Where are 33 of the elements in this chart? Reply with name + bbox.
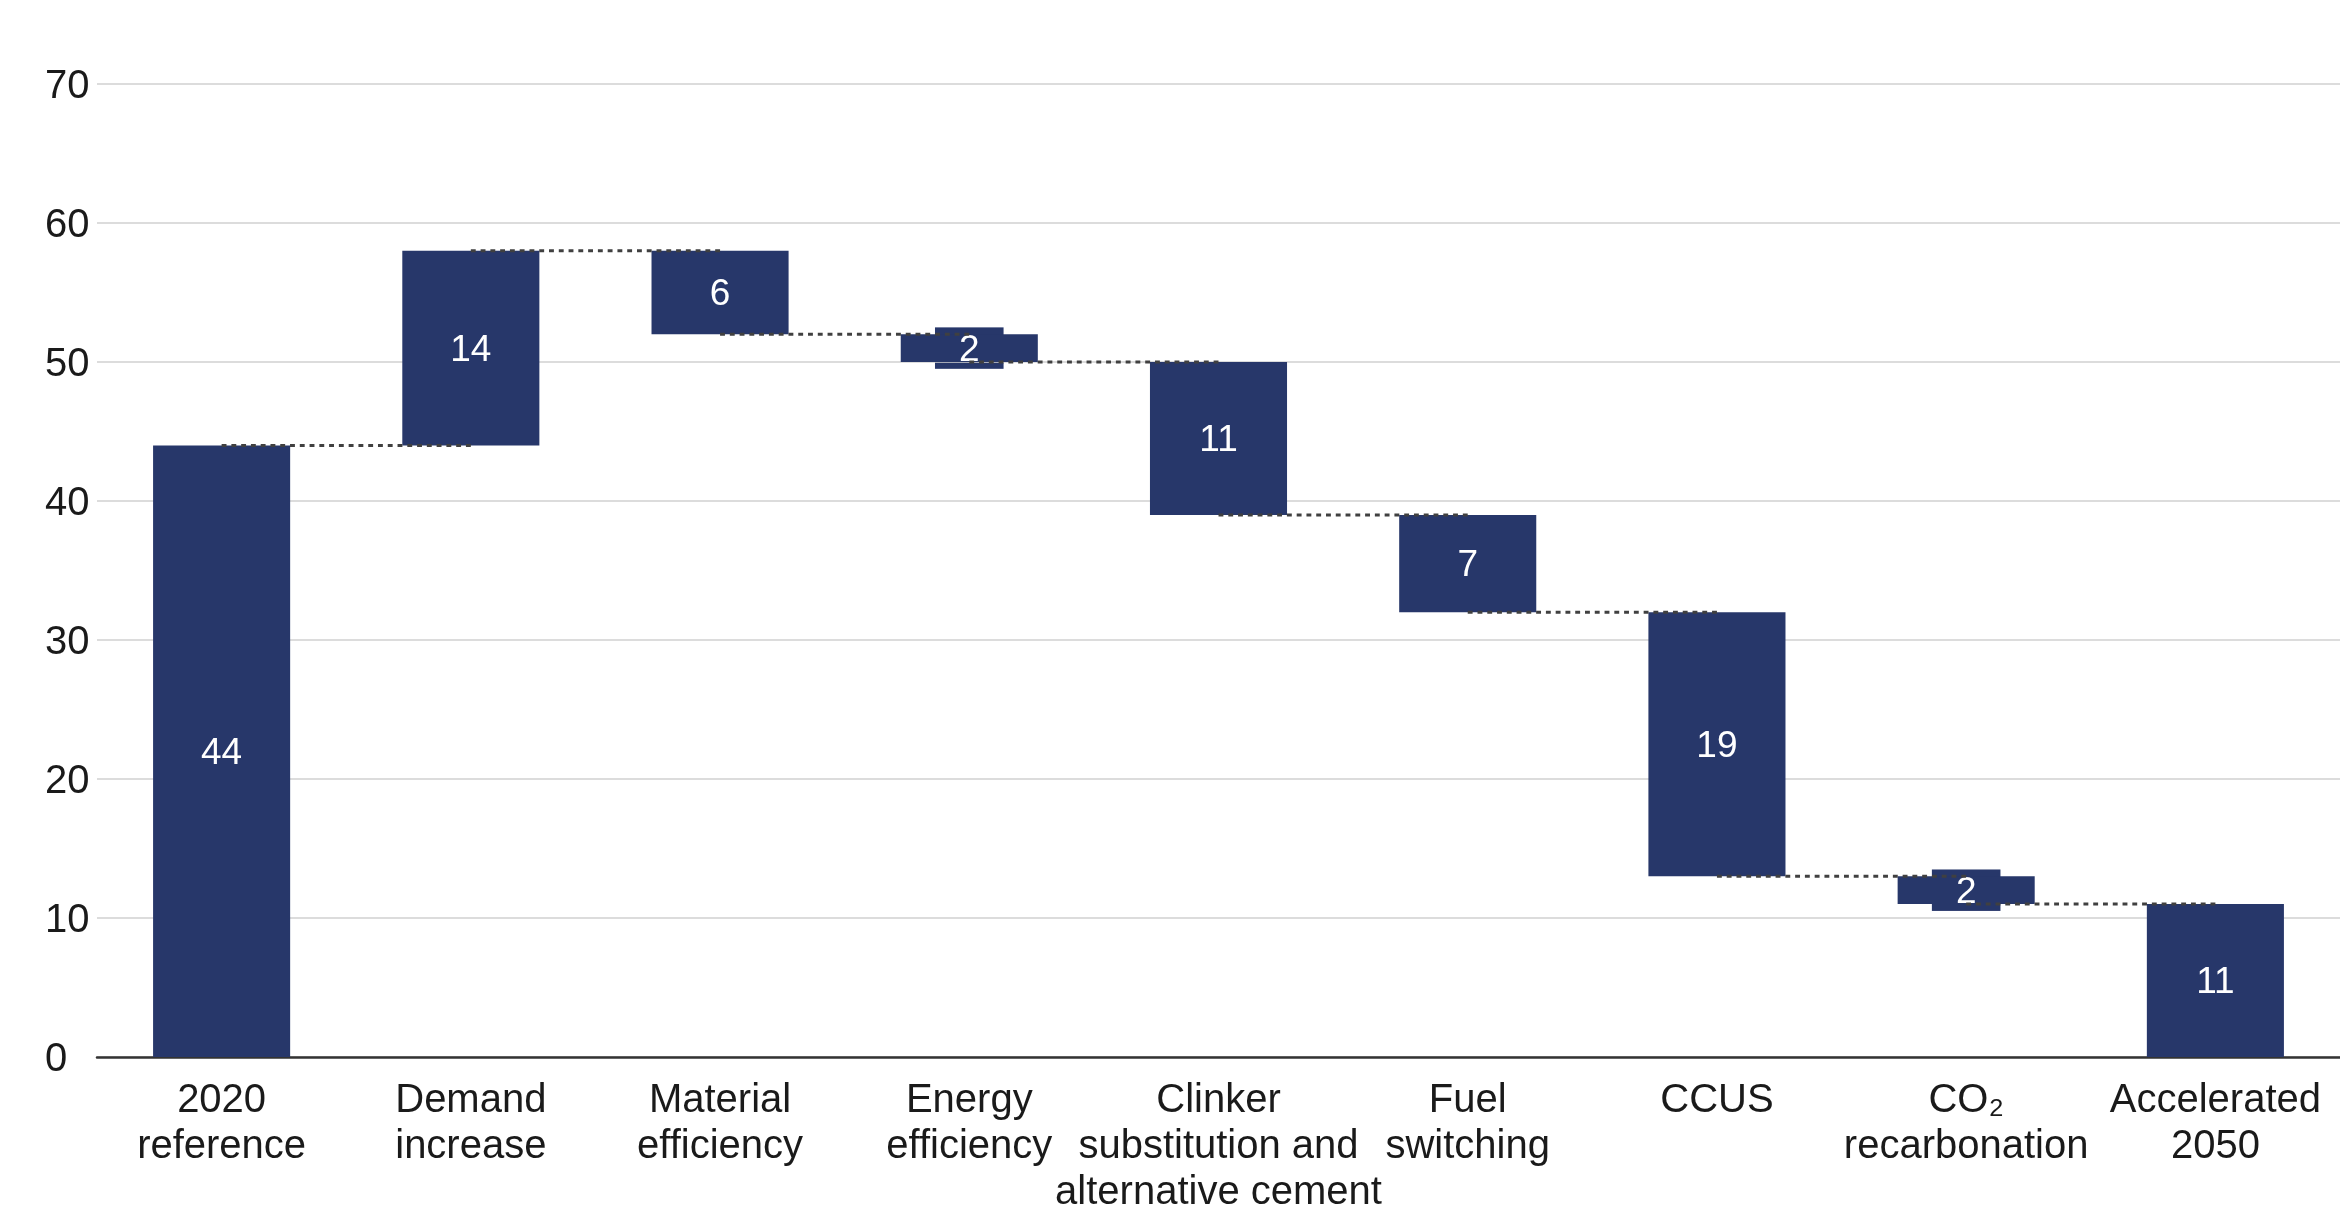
bar	[1399, 514, 1537, 613]
x-tick-label: Material efficiency	[637, 1076, 804, 1166]
bar	[1648, 612, 1786, 877]
y-tick-label: 10	[45, 896, 90, 940]
x-tick-label: CO₂ recarbonation	[1843, 1076, 2089, 1166]
data-label: 7	[1457, 543, 1479, 585]
x-tick-label: Energy efficiency	[886, 1076, 1053, 1166]
data-label: 2	[958, 327, 980, 369]
data-label: 11	[1199, 417, 1238, 459]
y-tick-label: 40	[45, 479, 90, 523]
y-tick-label: 60	[45, 201, 90, 245]
data-label: 11	[2196, 960, 2235, 1002]
data-label: 6	[709, 272, 731, 313]
bar	[153, 445, 291, 1057]
bar	[1149, 362, 1288, 515]
x-tick-label: Clinker substitution and alternative cement	[1055, 1076, 1382, 1212]
y-tick-label: 20	[45, 757, 90, 801]
bar	[651, 250, 789, 335]
data-label: 44	[201, 730, 243, 772]
y-tick-label: 30	[45, 618, 90, 662]
y-tick-label: 50	[45, 340, 90, 384]
data-label: 14	[450, 327, 492, 369]
x-tick-label: CCUS	[1660, 1076, 1774, 1120]
data-label: 2	[1955, 869, 1977, 911]
x-tick-label: Fuel switching	[1385, 1076, 1550, 1166]
y-tick-label: 70	[45, 62, 90, 106]
bar	[402, 250, 540, 446]
x-tick-label: Accelerated 2050	[2109, 1076, 2322, 1166]
x-tick-label: Demand increase	[395, 1076, 547, 1166]
x-tick-label: 2020 reference	[137, 1076, 307, 1166]
bar	[2146, 904, 2284, 1057]
data-label: 19	[1696, 723, 1738, 765]
y-tick-label: 0	[45, 1035, 68, 1079]
